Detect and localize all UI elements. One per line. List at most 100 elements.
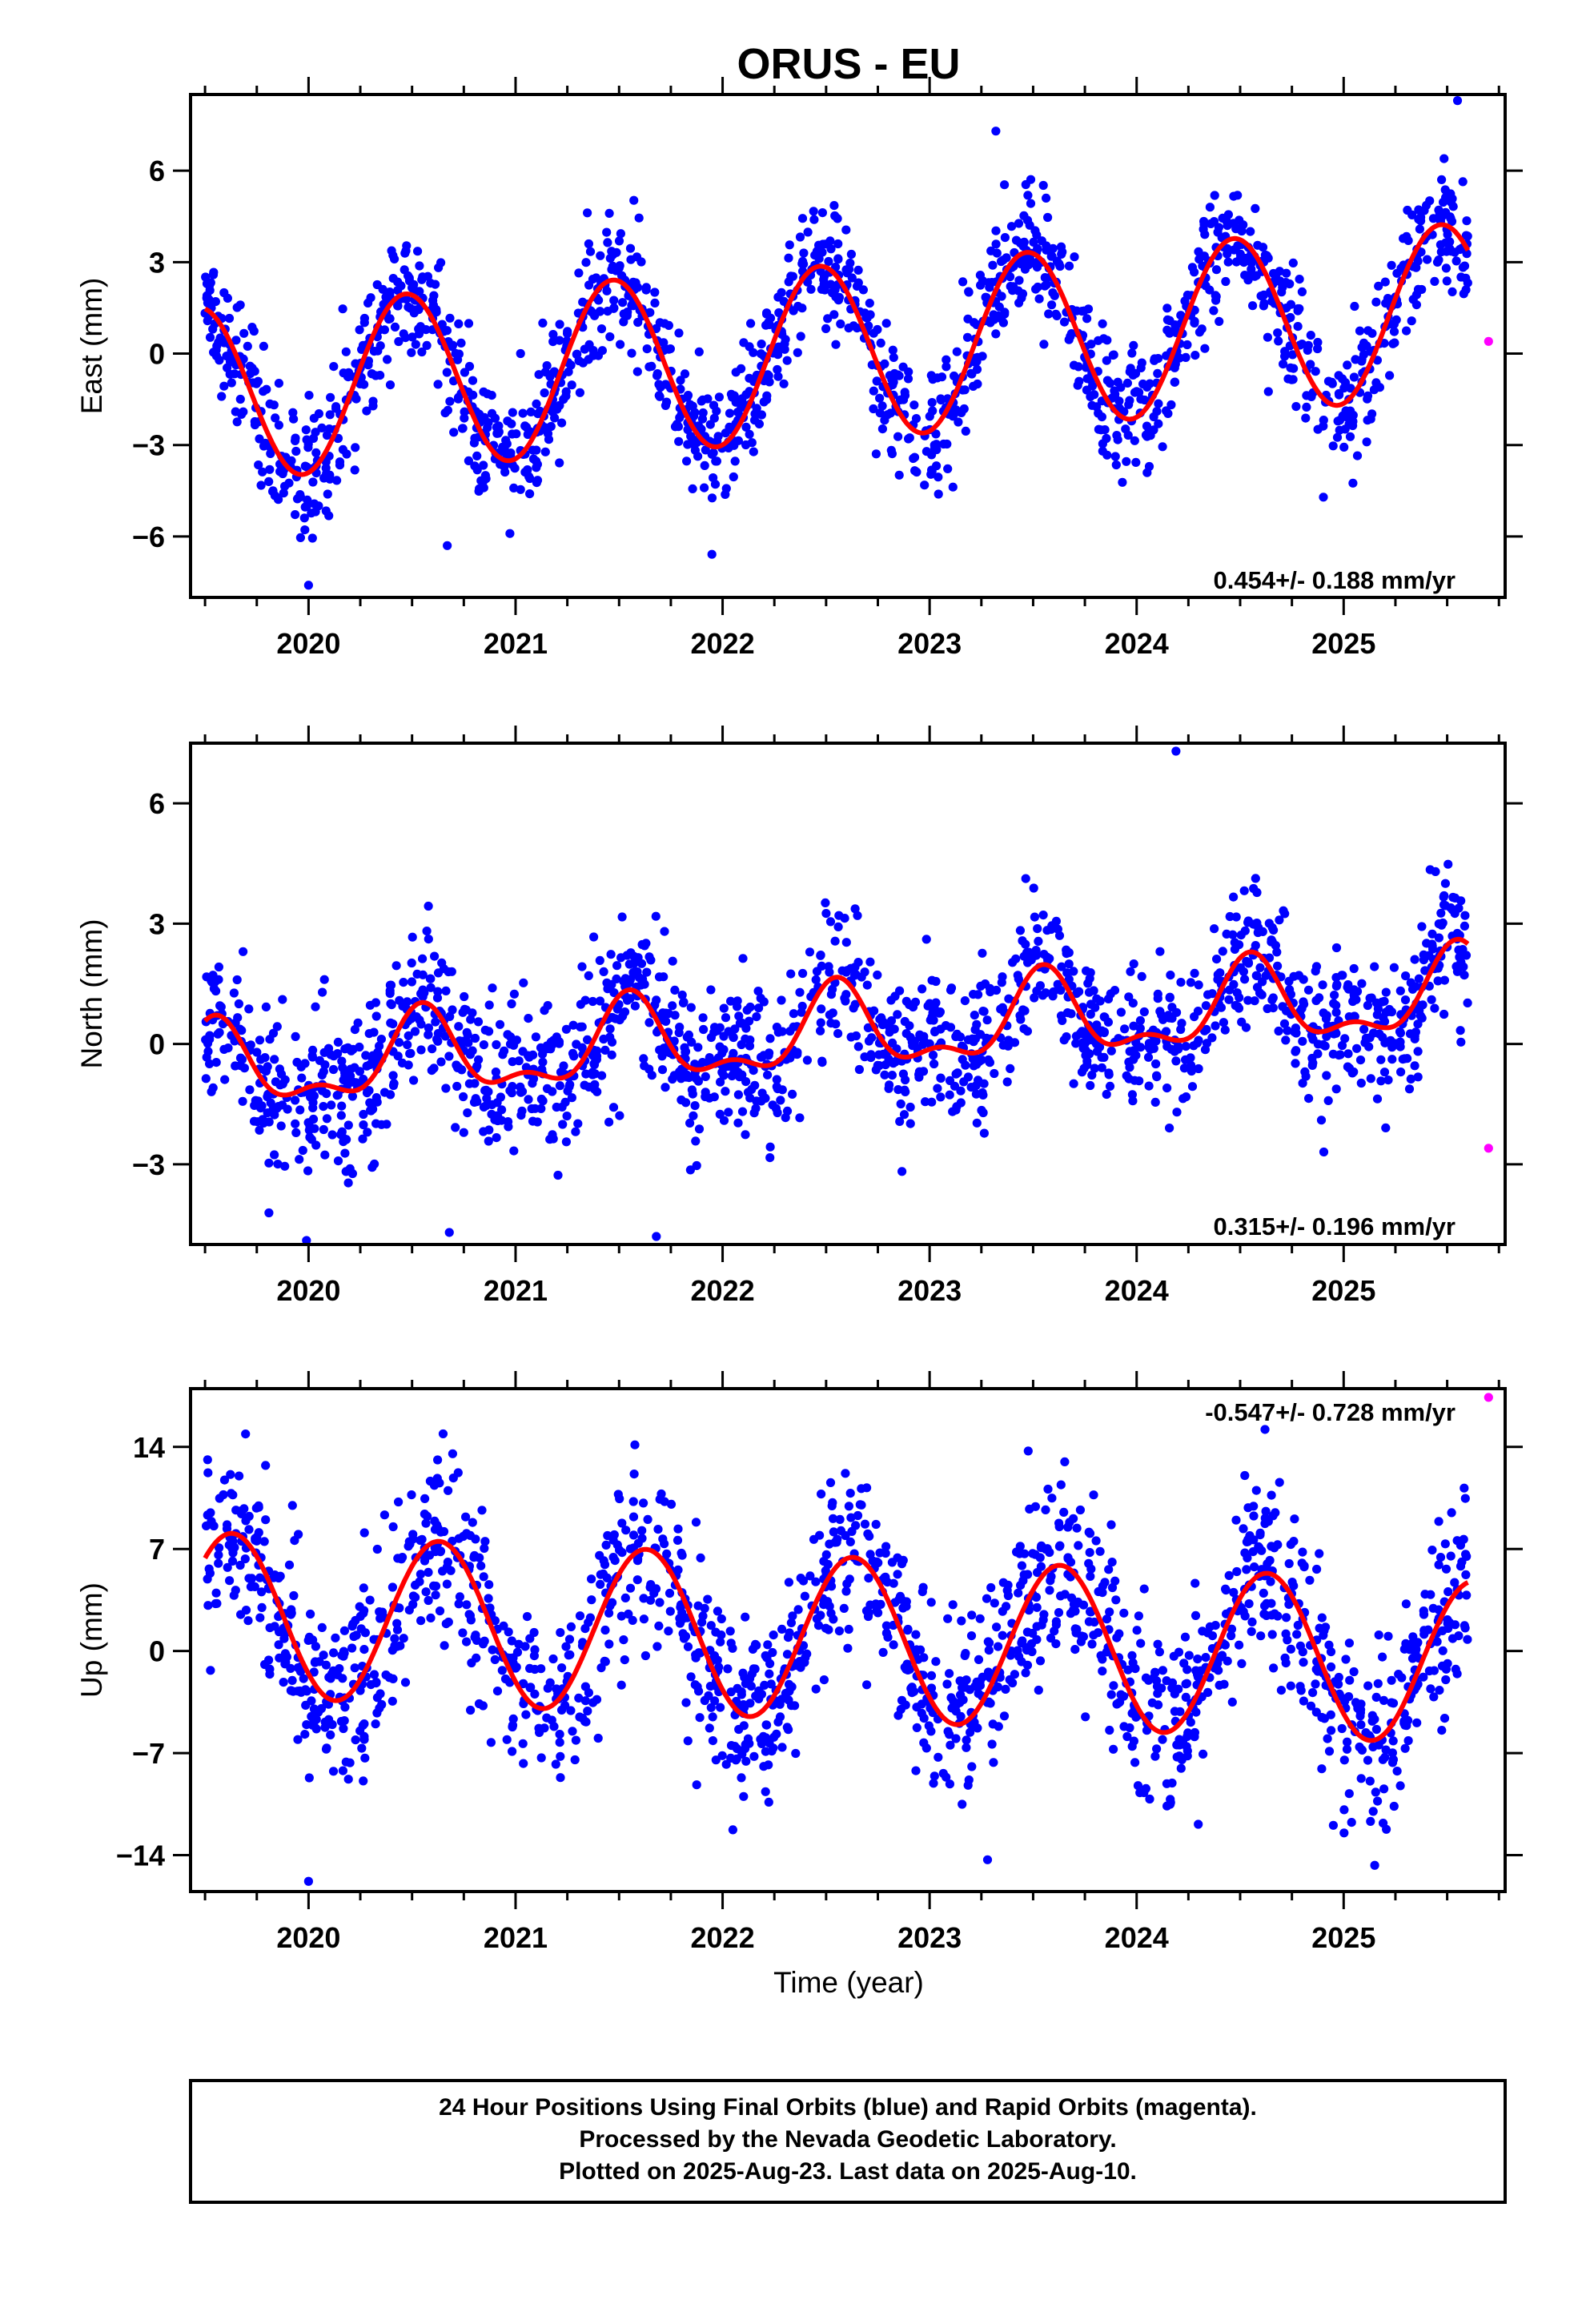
final-orbit-point [311, 428, 320, 437]
final-orbit-point [652, 995, 661, 1005]
final-orbit-point [841, 990, 851, 999]
final-orbit-point [304, 391, 314, 400]
final-orbit-point [710, 1696, 720, 1706]
final-orbit-point [1229, 892, 1239, 902]
final-orbit-point [372, 1544, 382, 1554]
final-orbit-point [331, 1633, 340, 1642]
final-orbit-point [628, 1497, 638, 1506]
final-orbit-point [278, 995, 287, 1004]
final-orbit-point [225, 1576, 235, 1586]
final-orbit-point [291, 1096, 300, 1105]
final-orbit-point [326, 392, 335, 402]
final-orbit-point [831, 1019, 841, 1029]
final-orbit-point [1239, 1524, 1248, 1534]
final-orbit-point [590, 1084, 600, 1094]
final-orbit-point [946, 983, 957, 993]
final-orbit-point [1379, 1068, 1390, 1077]
final-orbit-point [1326, 1710, 1335, 1719]
final-orbit-point [828, 1514, 838, 1523]
final-orbit-point [540, 1043, 551, 1053]
final-orbit-point [1048, 243, 1058, 253]
final-orbit-point [654, 972, 665, 982]
y-tick-label: 6 [149, 787, 165, 820]
final-orbit-point [642, 967, 652, 977]
final-orbit-point [1337, 1040, 1347, 1051]
final-orbit-point [477, 1506, 487, 1515]
final-orbit-point [1166, 971, 1175, 980]
final-orbit-point [1272, 947, 1282, 957]
final-orbit-point [241, 1606, 251, 1615]
final-orbit-point [862, 1483, 872, 1493]
final-orbit-point [1247, 258, 1256, 267]
final-orbit-point [211, 1058, 221, 1068]
final-orbit-point [498, 442, 508, 452]
final-orbit-point [903, 1626, 913, 1635]
final-orbit-point [860, 1052, 869, 1062]
final-orbit-point [201, 272, 211, 282]
final-orbit-point [255, 1035, 265, 1045]
final-orbit-point [416, 1570, 426, 1579]
final-orbit-point [1150, 1667, 1160, 1678]
final-orbit-point [616, 953, 626, 963]
final-orbit-point [693, 1076, 704, 1086]
final-orbit-point [1344, 1789, 1354, 1799]
final-orbit-point [1248, 301, 1258, 311]
final-orbit-point [633, 1554, 643, 1564]
final-orbit-point [426, 1613, 436, 1622]
final-orbit-point [1120, 1024, 1130, 1034]
final-orbit-point [880, 1070, 889, 1080]
final-orbit-point [1317, 1764, 1327, 1774]
final-orbit-point [1030, 912, 1039, 922]
final-orbit-point [587, 1574, 596, 1584]
final-orbit-point [435, 1606, 445, 1616]
final-orbit-point [756, 1052, 766, 1062]
final-orbit-point [683, 1642, 693, 1651]
final-orbit-point [1259, 1609, 1269, 1618]
final-orbit-point [1402, 326, 1411, 336]
final-orbit-point [1132, 1626, 1142, 1635]
final-orbit-point [769, 1630, 778, 1640]
final-orbit-point [1339, 1805, 1349, 1815]
final-orbit-point [1417, 922, 1427, 931]
final-orbit-point [737, 1690, 746, 1699]
final-orbit-point [678, 1629, 688, 1638]
final-orbit-point [1103, 994, 1114, 1003]
final-orbit-point [665, 1588, 675, 1598]
final-orbit-point [261, 438, 271, 448]
final-orbit-point [394, 1038, 404, 1047]
final-orbit-point [869, 328, 878, 338]
final-orbit-point [400, 1678, 411, 1687]
final-orbit-point [930, 1003, 939, 1012]
final-orbit-point [243, 1616, 253, 1626]
final-orbit-point [1136, 1638, 1146, 1648]
final-orbit-point [1408, 295, 1418, 304]
final-orbit-point [943, 464, 953, 474]
final-orbit-point [319, 1102, 328, 1112]
final-orbit-point [1227, 1697, 1237, 1707]
final-orbit-point [460, 407, 469, 416]
final-orbit-point [917, 1032, 926, 1042]
final-orbit-point [556, 1751, 565, 1761]
final-orbit-point [420, 1494, 430, 1503]
final-orbit-point [686, 1003, 696, 1012]
final-orbit-point [1295, 1641, 1305, 1651]
final-orbit-point [319, 1124, 328, 1135]
final-orbit-point [508, 1082, 517, 1092]
final-orbit-point [905, 1021, 914, 1031]
final-orbit-point [1279, 1019, 1290, 1028]
final-orbit-point [656, 1489, 666, 1499]
final-orbit-point [890, 991, 900, 1001]
y-tick-label: 3 [149, 246, 165, 279]
final-orbit-point [287, 456, 296, 466]
final-orbit-point [531, 1032, 541, 1042]
final-orbit-point [817, 961, 826, 971]
final-orbit-point [934, 1752, 943, 1762]
final-orbit-point [1154, 1647, 1164, 1657]
final-orbit-point [936, 1073, 946, 1083]
final-orbit-point [1150, 1097, 1160, 1107]
final-orbit-point [797, 1007, 806, 1017]
final-orbit-point [540, 388, 549, 398]
final-orbit-point [946, 1740, 955, 1750]
final-orbit-point [1361, 1728, 1371, 1738]
final-orbit-point [772, 1729, 781, 1739]
